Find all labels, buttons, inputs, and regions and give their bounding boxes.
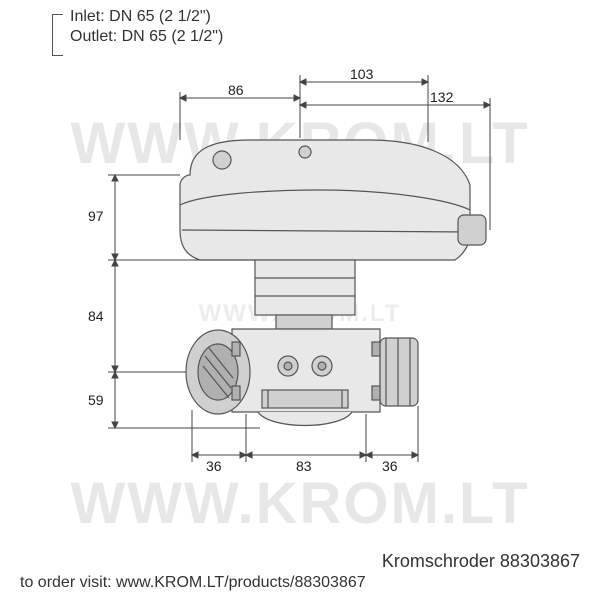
- dim-bottom-mid: 83: [296, 458, 312, 474]
- footer-brand: Kromschroder 88303867: [382, 551, 580, 572]
- dim-left-mid: 84: [88, 308, 104, 324]
- order-prefix: to order visit:: [20, 574, 116, 591]
- dim-top-mid: 103: [350, 66, 373, 82]
- dim-left-upper: 97: [88, 208, 104, 224]
- valve-body: [186, 329, 418, 426]
- dim-bottom-right: 36: [382, 458, 398, 474]
- dim-top-left: 86: [228, 82, 244, 98]
- neck: [255, 260, 355, 329]
- footer-order: to order visit: www.KROM.LT/products/883…: [20, 574, 366, 592]
- technical-drawing: [0, 0, 600, 600]
- order-url[interactable]: www.KROM.LT/products/88303867: [116, 574, 366, 591]
- dim-top-right: 132: [430, 89, 453, 105]
- actuator-body: [180, 140, 486, 260]
- dim-left-lower: 59: [88, 392, 104, 408]
- canvas: WWW.KROM.LT WWW.KROM.LT WWW.KROM.LT Inle…: [0, 0, 600, 600]
- dim-bottom-left: 36: [206, 458, 222, 474]
